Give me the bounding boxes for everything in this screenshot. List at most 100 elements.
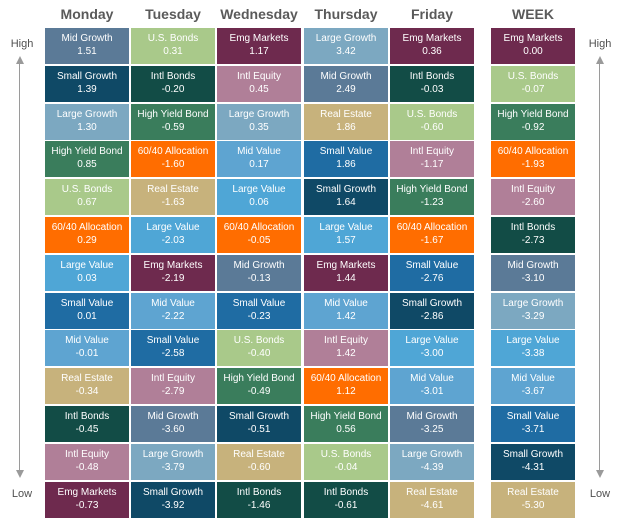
return-value: -4.61 [420, 499, 444, 511]
high-label-right: High [588, 38, 612, 50]
return-value: 0.36 [422, 46, 442, 57]
return-value: -0.13 [247, 272, 271, 284]
table-cell: Intl Bonds -1.46 [217, 481, 301, 518]
asset-name: Mid Value [511, 373, 555, 385]
table-cell: Intl Bonds -0.20 [131, 65, 215, 102]
table-cell: Intl Equity -0.48 [45, 443, 129, 480]
asset-name: Large Growth [228, 108, 290, 120]
table-cell: 60/40 Allocation -0.05 [217, 217, 301, 253]
return-value: -2.60 [521, 197, 545, 209]
return-value: -3.71 [521, 424, 545, 435]
return-value: -3.79 [161, 461, 185, 473]
table-cell: Mid Value 0.17 [217, 141, 301, 178]
asset-name: Emg Markets [316, 259, 376, 271]
return-value: -3.01 [420, 386, 444, 398]
table-cell: Intl Bonds -2.73 [491, 217, 575, 253]
table-cell: High Yield Bond -1.23 [390, 179, 474, 216]
asset-name: Intl Equity [324, 335, 368, 347]
table-cell: Real Estate -4.61 [390, 481, 474, 518]
asset-name: Mid Growth [61, 33, 113, 44]
return-value: 0.00 [523, 46, 543, 57]
return-value: -2.73 [521, 235, 545, 246]
asset-name: Small Value [60, 297, 114, 309]
table-cell: Emg Markets 0.00 [491, 28, 575, 64]
column-header-thursday: Thursday [314, 6, 378, 22]
table-cell: Emg Markets 1.17 [217, 28, 301, 64]
asset-name: U.S. Bonds [507, 70, 559, 82]
table-cell: Intl Bonds -0.03 [390, 65, 474, 102]
table-cell: U.S. Bonds -0.07 [491, 65, 575, 102]
return-value: -0.03 [420, 83, 444, 95]
return-value: -1.93 [521, 159, 545, 171]
return-value: -0.34 [75, 386, 99, 398]
asset-name: Small Growth [401, 297, 462, 309]
asset-name: High Yield Bond [310, 411, 382, 422]
return-value: 0.06 [249, 197, 269, 209]
table-cell: Small Value -3.71 [491, 406, 575, 442]
asset-name: Intl Equity [151, 373, 195, 385]
return-value: 1.86 [336, 159, 356, 171]
return-value: -0.07 [521, 83, 545, 95]
table-cell: U.S. Bonds 0.67 [45, 179, 129, 216]
return-value: -2.58 [161, 348, 185, 360]
return-value: -0.60 [247, 461, 271, 473]
table-cell: Real Estate -5.30 [491, 481, 575, 518]
return-value: -5.30 [521, 499, 545, 511]
asset-name: Small Value [506, 411, 560, 422]
asset-name: Mid Growth [233, 259, 285, 271]
return-value: -3.00 [420, 348, 444, 360]
asset-name: Mid Value [151, 297, 195, 309]
return-value: -1.23 [420, 197, 444, 209]
return-value: -1.17 [420, 159, 444, 171]
column-header-monday: Monday [60, 6, 114, 22]
table-cell: Emg Markets -0.73 [45, 481, 129, 518]
return-value: -4.31 [521, 461, 545, 473]
table-cell: 60/40 Allocation -1.93 [491, 141, 575, 178]
asset-name: 60/40 Allocation [310, 373, 382, 385]
return-value: -0.61 [334, 499, 358, 511]
asset-name: Real Estate [406, 486, 458, 498]
return-value: 1.30 [77, 121, 97, 133]
table-cell: Small Value -0.23 [217, 292, 301, 329]
asset-name: Mid Growth [507, 259, 559, 271]
asset-name: Small Value [232, 297, 286, 309]
table-cell: Mid Value -3.01 [390, 368, 474, 405]
return-value: -0.04 [334, 461, 358, 473]
table-cell: 60/40 Allocation 0.29 [45, 217, 129, 253]
table-cell: Large Growth 1.30 [45, 103, 129, 140]
asset-name: Large Value [405, 335, 459, 347]
return-value: 1.86 [336, 121, 356, 133]
return-value: -2.19 [161, 272, 185, 284]
table-cell: Large Value -2.03 [131, 217, 215, 253]
column-header-wednesday: Wednesday [220, 6, 298, 22]
table-cell: Large Growth 3.42 [304, 28, 388, 64]
asset-name: Large Value [146, 222, 200, 233]
table-cell: Large Value -3.00 [390, 330, 474, 367]
table-cell: Real Estate -0.60 [217, 443, 301, 480]
return-value: -0.05 [247, 235, 271, 246]
asset-name: Mid Value [65, 335, 109, 347]
return-value: -0.92 [521, 121, 545, 133]
return-value: -2.22 [161, 310, 185, 322]
table-cell: Emg Markets 0.36 [390, 28, 474, 64]
return-value: 0.17 [249, 159, 269, 171]
table-cell: Large Value 1.57 [304, 217, 388, 253]
left-axis-line [19, 62, 20, 472]
return-value: -3.10 [521, 272, 545, 284]
asset-name: 60/40 Allocation [51, 222, 123, 233]
table-cell: Emg Markets 1.44 [304, 254, 388, 291]
asset-name: Small Growth [315, 184, 376, 196]
asset-name: Large Value [319, 222, 373, 233]
right-axis-arrow-down [596, 470, 604, 478]
table-cell: Intl Bonds -0.61 [304, 481, 388, 518]
table-cell: Small Growth -3.92 [131, 481, 215, 518]
asset-name: High Yield Bond [396, 184, 468, 196]
return-value: -1.63 [161, 197, 185, 209]
table-cell: Large Value 0.03 [45, 254, 129, 291]
table-cell: Small Value -2.58 [131, 330, 215, 367]
asset-name: Small Value [319, 146, 373, 158]
return-value: 0.29 [77, 235, 97, 246]
return-value: -2.03 [161, 235, 185, 246]
table-cell: Intl Equity -2.79 [131, 368, 215, 405]
table-cell: Small Value -2.76 [390, 254, 474, 291]
